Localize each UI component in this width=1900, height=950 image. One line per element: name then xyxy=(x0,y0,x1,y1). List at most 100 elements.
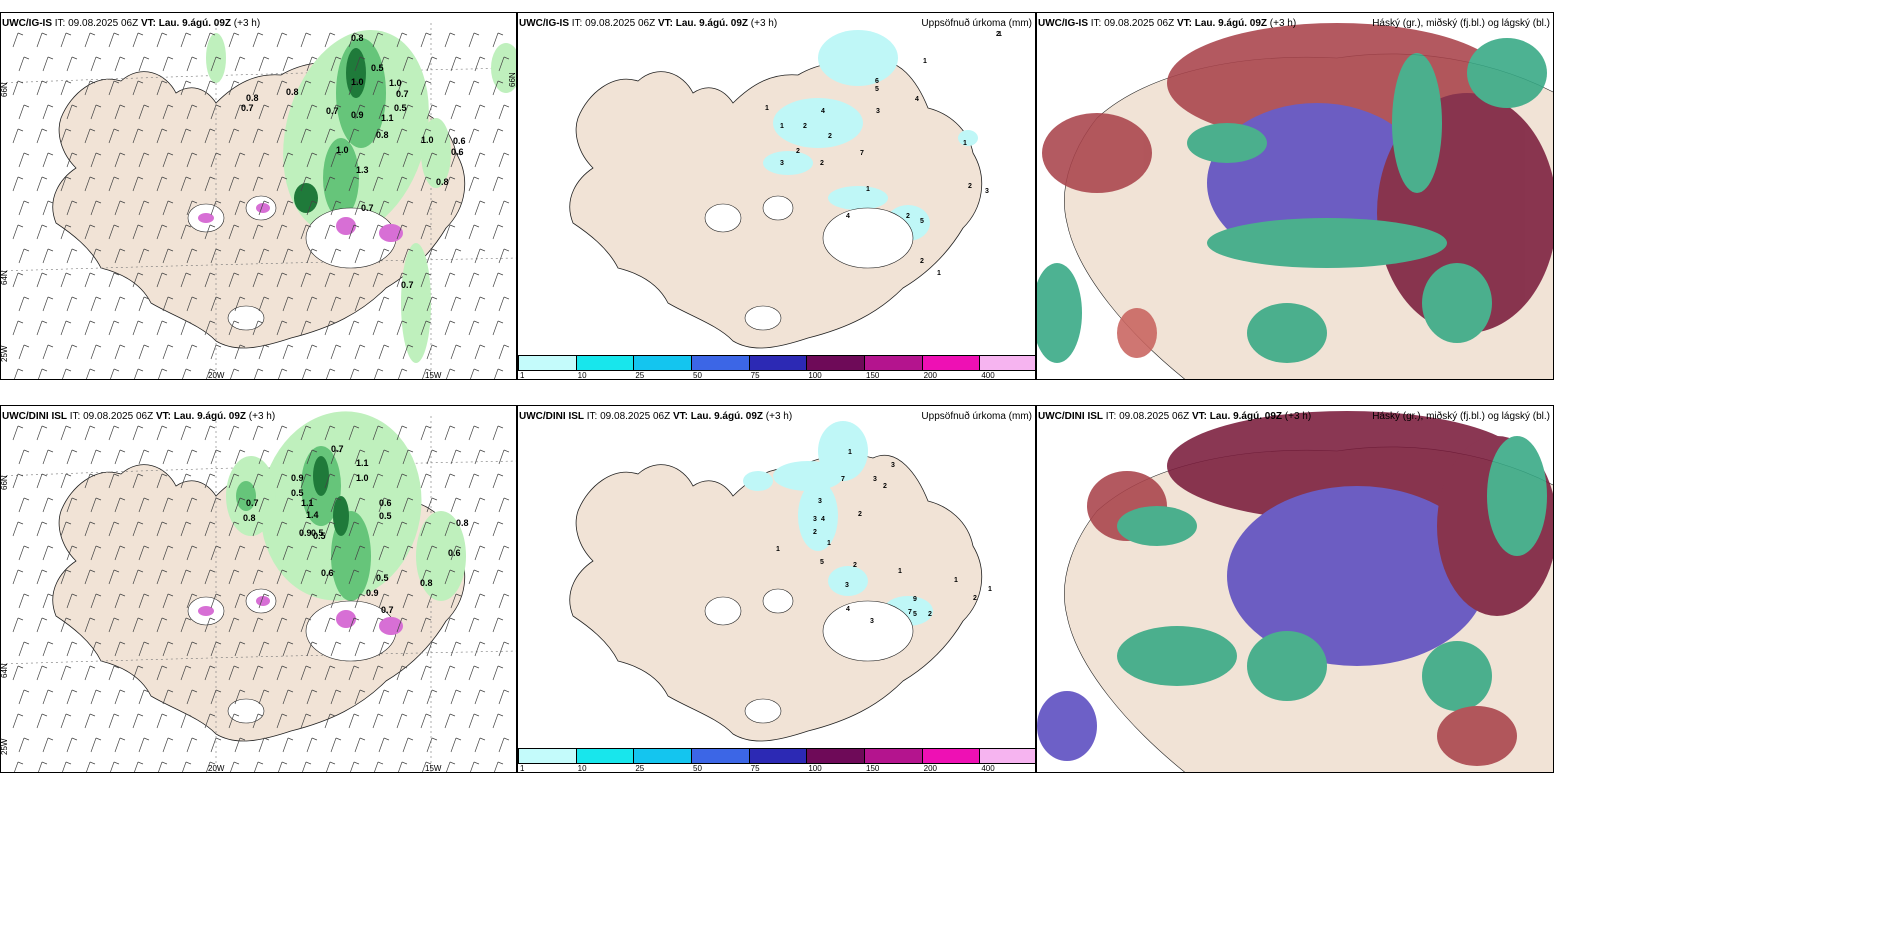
wind-barb xyxy=(108,80,120,96)
wind-barb xyxy=(90,152,102,168)
wind-barb xyxy=(228,473,240,489)
wind-barb xyxy=(396,32,408,48)
wind-barb xyxy=(258,344,270,360)
wind-barb xyxy=(156,425,168,441)
accum-field xyxy=(763,30,978,241)
colorbar-tick-label: 1 xyxy=(520,764,525,773)
wind-barb xyxy=(350,368,360,379)
wind-barb xyxy=(402,200,414,216)
graticule xyxy=(1,416,516,772)
wind-barb xyxy=(42,152,54,168)
wind-barb xyxy=(378,56,390,72)
wind-barb xyxy=(182,368,192,379)
wind-barb xyxy=(18,641,30,657)
wind-barb xyxy=(156,32,168,48)
wind-barb xyxy=(36,224,48,240)
wind-barb xyxy=(450,152,462,168)
colorbar-swatch xyxy=(921,748,981,764)
wind-barb xyxy=(324,176,336,192)
wind-barb xyxy=(378,296,390,312)
wind-barb xyxy=(348,224,360,240)
wind-barb xyxy=(306,296,318,312)
lon-label-25: 25W xyxy=(1,738,9,755)
wind-barb xyxy=(138,344,150,360)
wind-barb xyxy=(204,272,216,288)
wind-barb xyxy=(300,176,312,192)
wind-barb xyxy=(90,200,102,216)
wind-barb xyxy=(494,368,504,379)
glaciers xyxy=(187,588,403,724)
wind-barb xyxy=(276,569,288,585)
wind-barb xyxy=(474,593,486,609)
wind-barb xyxy=(234,593,246,609)
wind-barb xyxy=(282,152,294,168)
wind-barb xyxy=(300,473,312,489)
wind-barb xyxy=(18,296,30,312)
wind-barb xyxy=(374,368,384,379)
wind-barb xyxy=(252,473,264,489)
wind-barb xyxy=(42,689,54,705)
wind-barb xyxy=(138,689,150,705)
wind-barb xyxy=(402,296,414,312)
wind-barb xyxy=(252,521,264,537)
wind-barb xyxy=(60,272,72,288)
wind-barb xyxy=(468,176,480,192)
wind-barb xyxy=(228,665,240,681)
wind-barb xyxy=(324,473,336,489)
wind-barb xyxy=(210,56,222,72)
model-name: UWC/DINI ISL xyxy=(1038,411,1103,422)
wind-barb xyxy=(468,80,480,96)
wind-barb xyxy=(282,449,294,465)
wind-barb xyxy=(66,248,78,264)
wind-barb xyxy=(372,32,384,48)
wind-barb xyxy=(234,248,246,264)
colorbar-tick-label: 200 xyxy=(923,371,938,380)
colorbar-swatch xyxy=(806,748,865,764)
precip-value-label: 0.7 xyxy=(381,605,394,615)
wind-barb xyxy=(42,344,54,360)
wind-barb xyxy=(302,368,312,379)
wind-barb xyxy=(84,80,96,96)
lon-label-20: 20W xyxy=(208,371,225,380)
precip-value-label: 0.8 xyxy=(436,177,449,187)
wind-barb xyxy=(468,320,480,336)
wind-barb xyxy=(36,425,48,441)
wind-barb xyxy=(42,593,54,609)
wind-barb xyxy=(446,761,456,772)
wind-barb xyxy=(426,104,438,120)
wind-barb xyxy=(378,641,390,657)
wind-barb xyxy=(18,545,30,561)
precip-value-label: 0.7 xyxy=(401,280,414,290)
wind-barb xyxy=(348,272,360,288)
wind-barb xyxy=(234,56,246,72)
wind-barb xyxy=(228,521,240,537)
wind-barb xyxy=(66,545,78,561)
wind-barb xyxy=(180,176,192,192)
wind-barb xyxy=(18,200,30,216)
wind-barb xyxy=(162,689,174,705)
colorbar-tick-label: 25 xyxy=(635,371,645,380)
wind-barb xyxy=(234,449,246,465)
accum-value-label: 5 xyxy=(875,86,879,93)
wind-barb xyxy=(42,248,54,264)
wind-barb xyxy=(330,200,342,216)
wind-barb xyxy=(300,80,312,96)
precip-value-label: 0.8 xyxy=(286,87,299,97)
wind-barb xyxy=(330,737,342,753)
accum-value-label: 1 xyxy=(963,140,967,147)
colorbar-swatch xyxy=(575,748,635,764)
wind-barb xyxy=(108,272,120,288)
wind-barb xyxy=(372,617,384,633)
panel-header: UWC/IG-IS IT: 09.08.2025 06Z VT: Lau. 9.… xyxy=(519,18,778,29)
wind-barb xyxy=(158,368,168,379)
wind-barb xyxy=(108,176,120,192)
wind-barb xyxy=(444,665,456,681)
wind-barb xyxy=(228,320,240,336)
wind-barb xyxy=(228,272,240,288)
wind-barb xyxy=(258,296,270,312)
wind-barb xyxy=(492,320,504,336)
colorbar-swatch xyxy=(864,748,923,764)
wind-barb xyxy=(90,344,102,360)
wind-barb xyxy=(234,152,246,168)
